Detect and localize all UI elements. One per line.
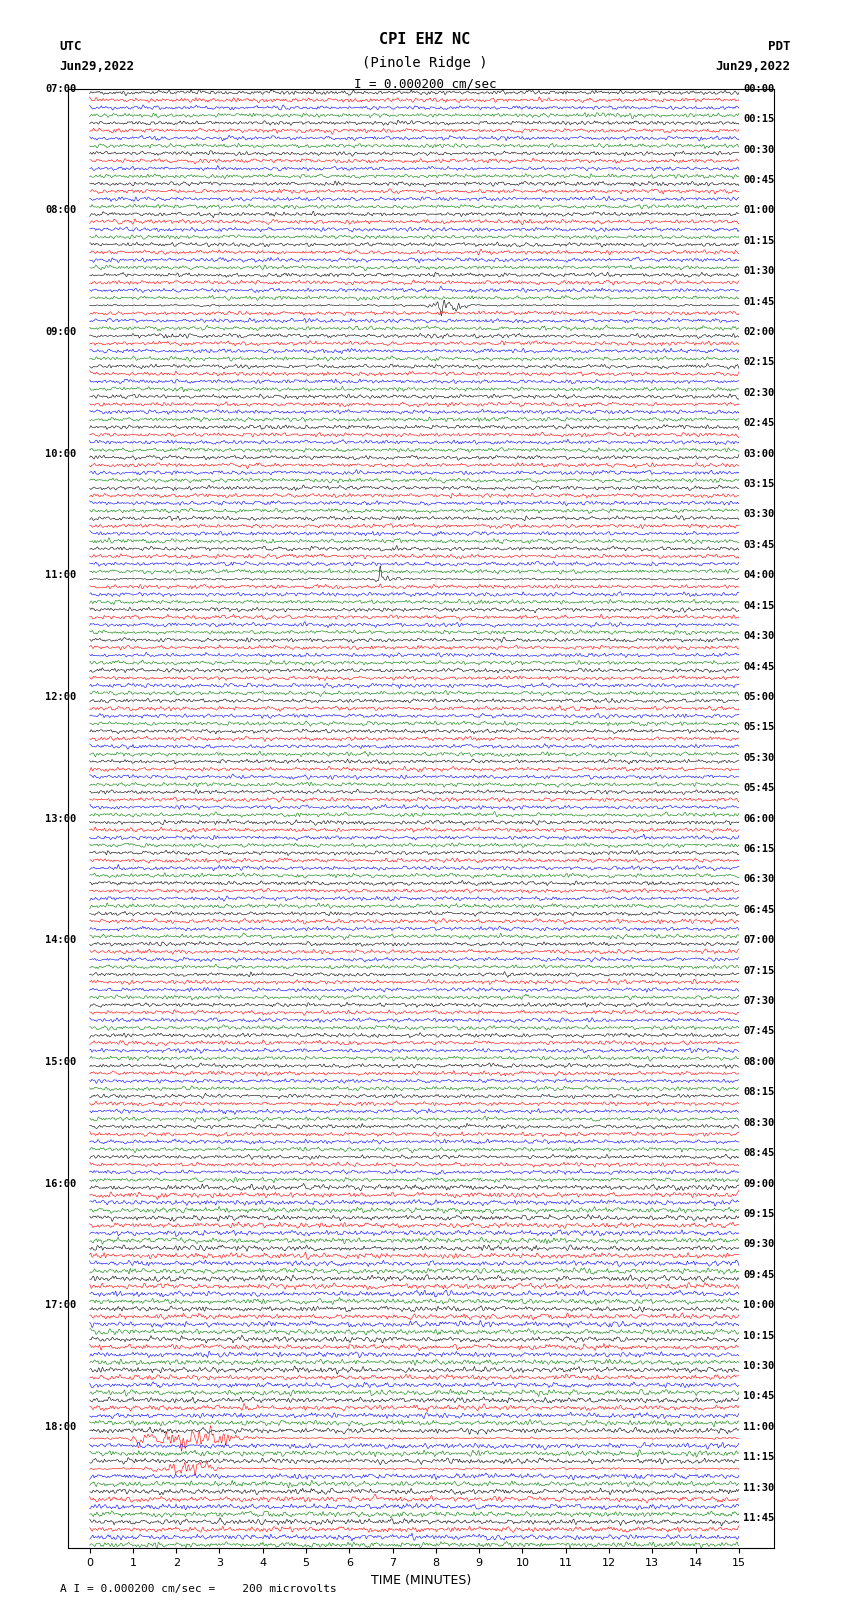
Text: 05:30: 05:30	[743, 753, 774, 763]
Text: 04:15: 04:15	[743, 600, 774, 611]
Text: 10:45: 10:45	[743, 1392, 774, 1402]
Text: 09:30: 09:30	[743, 1239, 774, 1250]
Text: 03:45: 03:45	[743, 540, 774, 550]
Text: 02:45: 02:45	[743, 418, 774, 427]
Text: 14:00: 14:00	[45, 936, 76, 945]
Text: 00:00: 00:00	[743, 84, 774, 94]
Text: 07:15: 07:15	[743, 966, 774, 976]
Text: 11:00: 11:00	[45, 571, 76, 581]
Text: A I = 0.000200 cm/sec =    200 microvolts: A I = 0.000200 cm/sec = 200 microvolts	[60, 1584, 337, 1594]
Text: CPI EHZ NC: CPI EHZ NC	[379, 32, 471, 47]
Text: PDT: PDT	[768, 40, 790, 53]
Text: 02:15: 02:15	[743, 358, 774, 368]
Text: UTC: UTC	[60, 40, 82, 53]
Text: 17:00: 17:00	[45, 1300, 76, 1310]
Text: 09:00: 09:00	[743, 1179, 774, 1189]
Text: 13:00: 13:00	[45, 813, 76, 824]
Text: 10:15: 10:15	[743, 1331, 774, 1340]
Text: 07:00: 07:00	[45, 84, 76, 94]
Text: 06:15: 06:15	[743, 844, 774, 853]
Text: 05:00: 05:00	[743, 692, 774, 702]
Text: 00:30: 00:30	[743, 145, 774, 155]
Text: 02:00: 02:00	[743, 327, 774, 337]
Text: 10:00: 10:00	[45, 448, 76, 458]
Text: 12:00: 12:00	[45, 692, 76, 702]
Text: Jun29,2022: Jun29,2022	[716, 60, 790, 73]
Text: 04:00: 04:00	[743, 571, 774, 581]
Text: 01:45: 01:45	[743, 297, 774, 306]
Text: 11:15: 11:15	[743, 1452, 774, 1463]
Text: 08:45: 08:45	[743, 1148, 774, 1158]
Text: 08:00: 08:00	[45, 205, 76, 216]
Text: 04:30: 04:30	[743, 631, 774, 640]
Text: 07:00: 07:00	[743, 936, 774, 945]
Text: 09:45: 09:45	[743, 1269, 774, 1279]
Text: (Pinole Ridge ): (Pinole Ridge )	[362, 56, 488, 71]
Text: 05:45: 05:45	[743, 784, 774, 794]
Text: 11:45: 11:45	[743, 1513, 774, 1523]
Text: 07:30: 07:30	[743, 997, 774, 1007]
Text: 04:45: 04:45	[743, 661, 774, 671]
Text: 06:30: 06:30	[743, 874, 774, 884]
Text: I = 0.000200 cm/sec: I = 0.000200 cm/sec	[354, 77, 496, 90]
Text: 10:30: 10:30	[743, 1361, 774, 1371]
X-axis label: TIME (MINUTES): TIME (MINUTES)	[371, 1574, 471, 1587]
Text: 15:00: 15:00	[45, 1057, 76, 1066]
Text: 06:00: 06:00	[743, 813, 774, 824]
Text: 05:15: 05:15	[743, 723, 774, 732]
Text: 18:00: 18:00	[45, 1421, 76, 1432]
Text: 02:30: 02:30	[743, 387, 774, 398]
Text: 01:15: 01:15	[743, 235, 774, 245]
Text: 06:45: 06:45	[743, 905, 774, 915]
Text: 03:00: 03:00	[743, 448, 774, 458]
Text: 03:30: 03:30	[743, 510, 774, 519]
Text: 03:15: 03:15	[743, 479, 774, 489]
Text: 00:15: 00:15	[743, 115, 774, 124]
Text: 16:00: 16:00	[45, 1179, 76, 1189]
Text: 09:00: 09:00	[45, 327, 76, 337]
Text: 08:30: 08:30	[743, 1118, 774, 1127]
Text: 11:00: 11:00	[743, 1421, 774, 1432]
Text: 11:30: 11:30	[743, 1482, 774, 1492]
Text: 08:00: 08:00	[743, 1057, 774, 1066]
Text: 00:45: 00:45	[743, 174, 774, 185]
Text: 07:45: 07:45	[743, 1026, 774, 1037]
Text: 08:15: 08:15	[743, 1087, 774, 1097]
Text: 01:00: 01:00	[743, 205, 774, 216]
Text: 09:15: 09:15	[743, 1210, 774, 1219]
Text: 10:00: 10:00	[743, 1300, 774, 1310]
Text: 01:30: 01:30	[743, 266, 774, 276]
Text: Jun29,2022: Jun29,2022	[60, 60, 134, 73]
